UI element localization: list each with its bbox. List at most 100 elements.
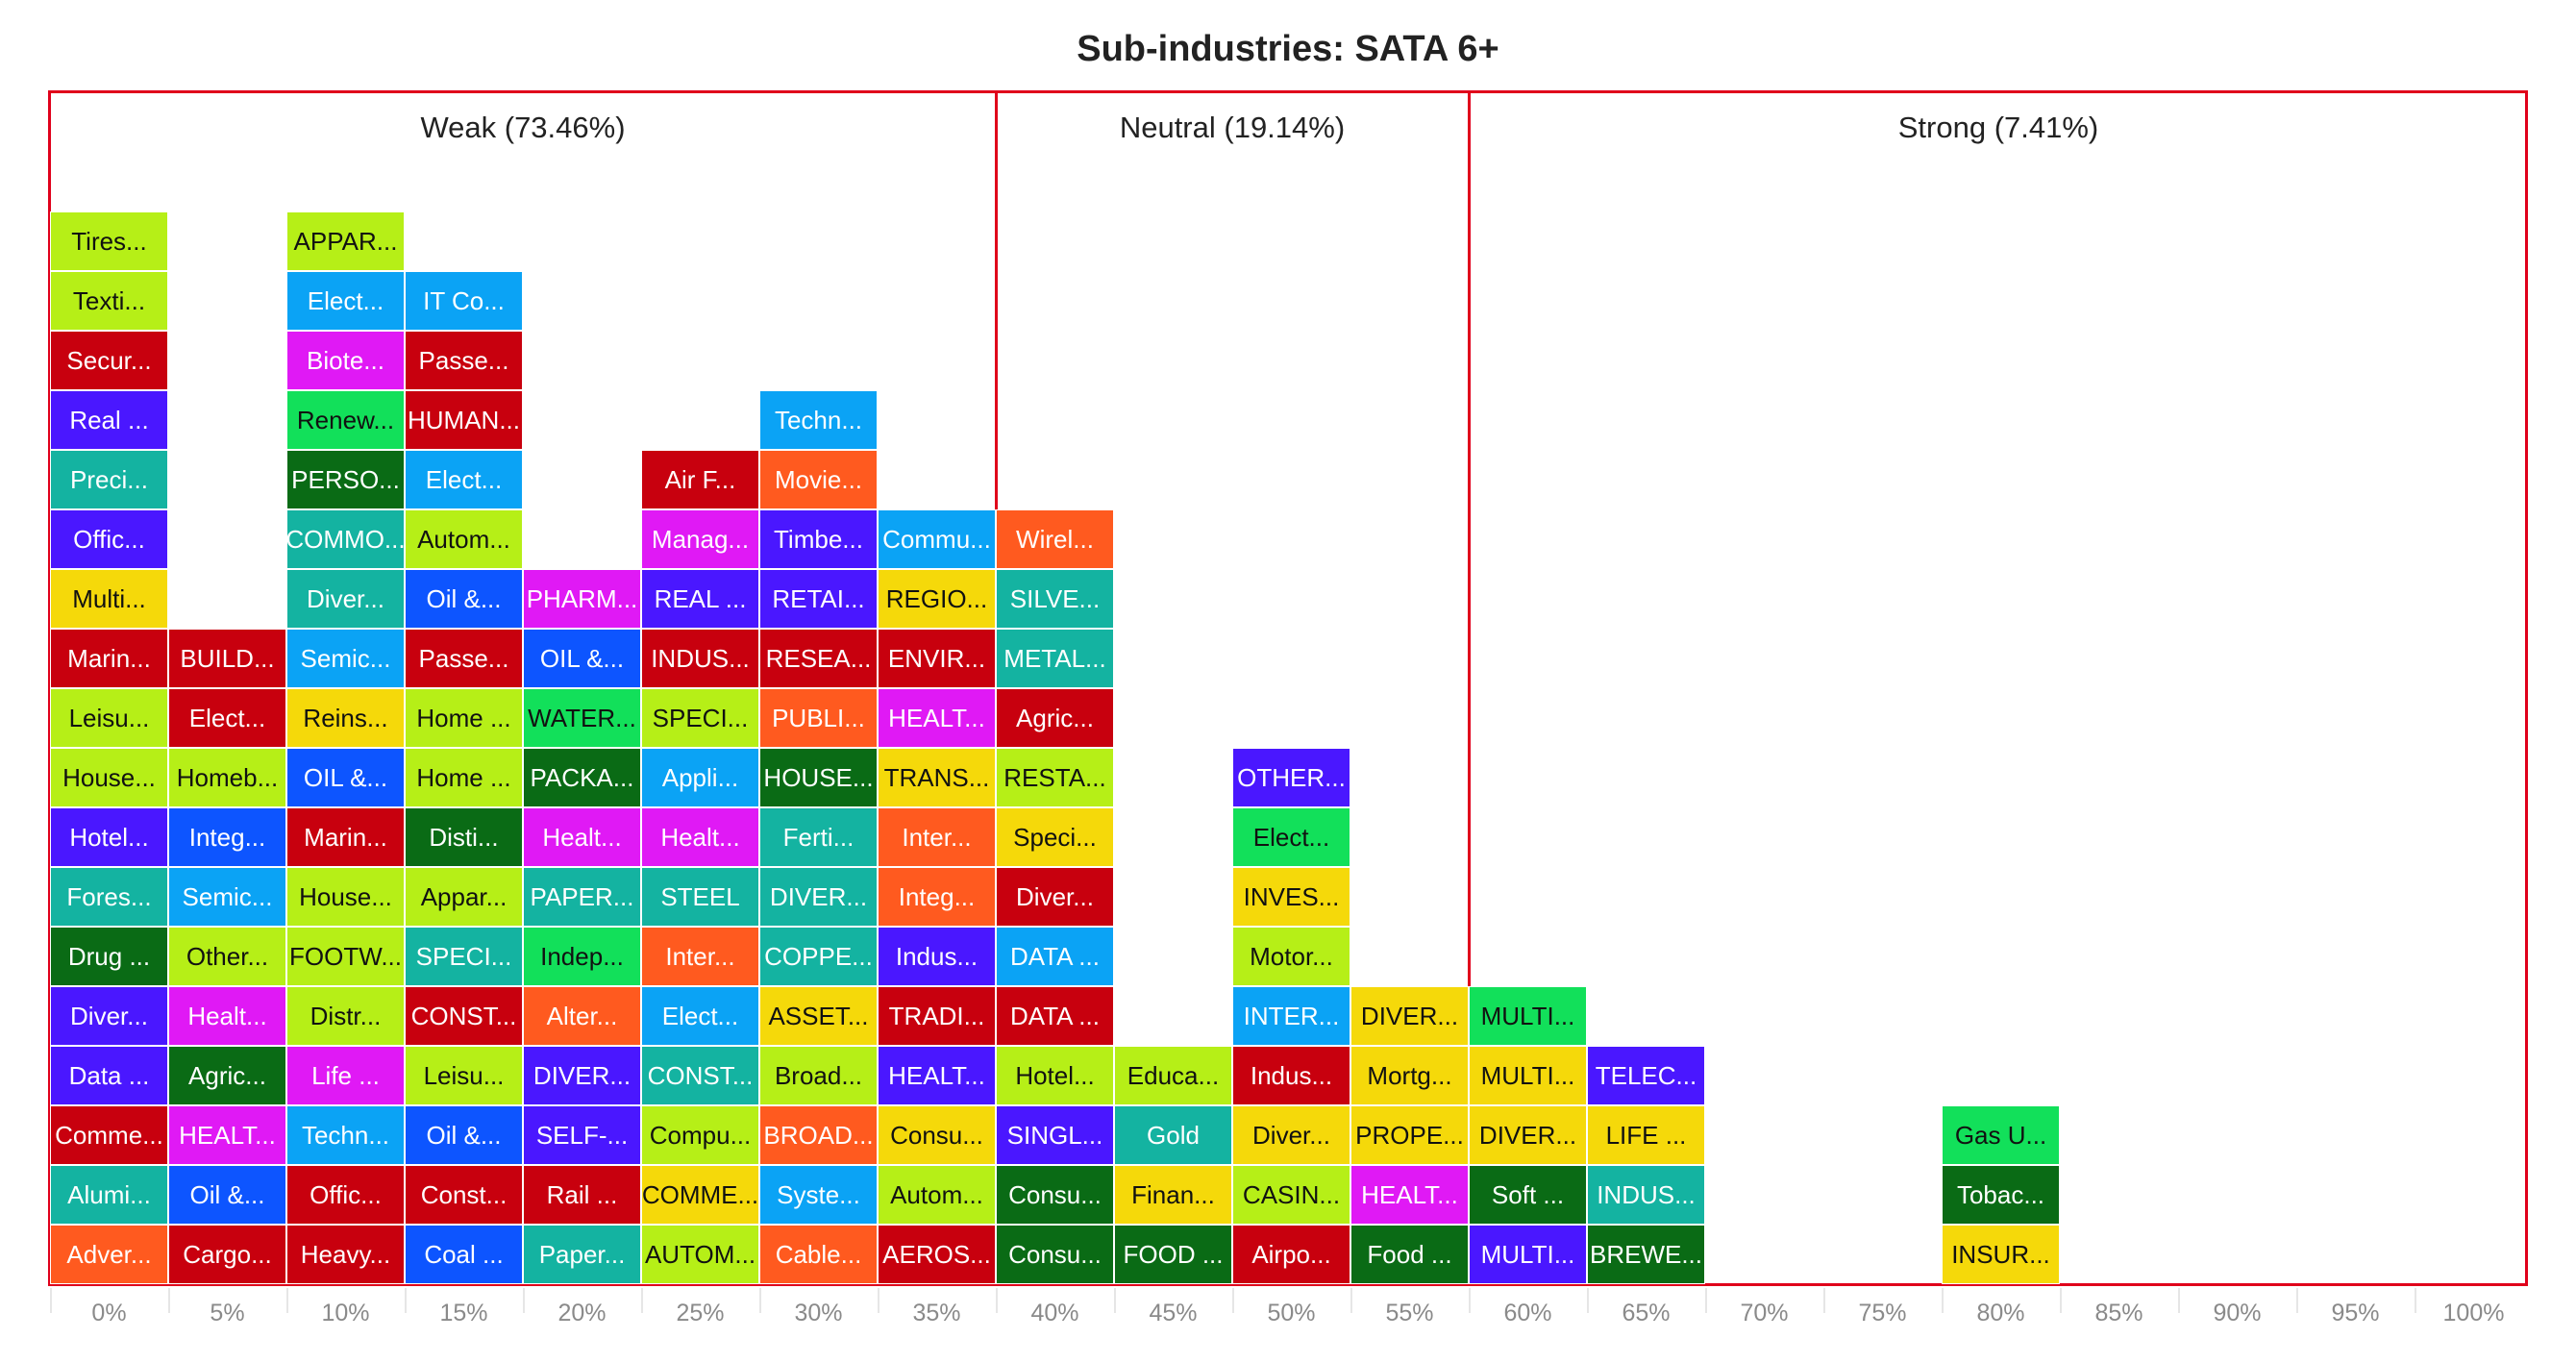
sub-industry-cell[interactable]: DATA ...	[996, 927, 1114, 986]
sub-industry-cell[interactable]: HEALT...	[878, 688, 996, 748]
sub-industry-cell[interactable]: Elect...	[641, 986, 759, 1046]
sub-industry-cell[interactable]: MULTI...	[1469, 1225, 1587, 1284]
sub-industry-cell[interactable]: TELEC...	[1587, 1046, 1705, 1105]
sub-industry-cell[interactable]: PHARM...	[523, 569, 641, 629]
sub-industry-cell[interactable]: Air F...	[641, 450, 759, 509]
sub-industry-cell[interactable]: Food ...	[1350, 1225, 1469, 1284]
sub-industry-cell[interactable]: Commu...	[878, 509, 996, 569]
sub-industry-cell[interactable]: HOUSE...	[759, 748, 878, 807]
sub-industry-cell[interactable]: Gold	[1114, 1105, 1232, 1165]
sub-industry-cell[interactable]: Multi...	[50, 569, 168, 629]
sub-industry-cell[interactable]: Other...	[168, 927, 286, 986]
sub-industry-cell[interactable]: Airpo...	[1232, 1225, 1350, 1284]
sub-industry-cell[interactable]: Finan...	[1114, 1165, 1232, 1225]
sub-industry-cell[interactable]: MULTI...	[1469, 1046, 1587, 1105]
sub-industry-cell[interactable]: Techn...	[759, 390, 878, 450]
sub-industry-cell[interactable]: PACKA...	[523, 748, 641, 807]
sub-industry-cell[interactable]: Home ...	[405, 688, 523, 748]
sub-industry-cell[interactable]: Compu...	[641, 1105, 759, 1165]
sub-industry-cell[interactable]: Movie...	[759, 450, 878, 509]
sub-industry-cell[interactable]: PAPER...	[523, 867, 641, 927]
sub-industry-cell[interactable]: HEALT...	[168, 1105, 286, 1165]
sub-industry-cell[interactable]: Speci...	[996, 807, 1114, 867]
sub-industry-cell[interactable]: Indus...	[878, 927, 996, 986]
sub-industry-cell[interactable]: REAL ...	[641, 569, 759, 629]
sub-industry-cell[interactable]: IT Co...	[405, 271, 523, 331]
sub-industry-cell[interactable]: DIVER...	[759, 867, 878, 927]
sub-industry-cell[interactable]: Fores...	[50, 867, 168, 927]
sub-industry-cell[interactable]: Heavy...	[286, 1225, 405, 1284]
sub-industry-cell[interactable]: SPECI...	[641, 688, 759, 748]
sub-industry-cell[interactable]: INTER...	[1232, 986, 1350, 1046]
sub-industry-cell[interactable]: Real ...	[50, 390, 168, 450]
sub-industry-cell[interactable]: ASSET...	[759, 986, 878, 1046]
sub-industry-cell[interactable]: Timbe...	[759, 509, 878, 569]
sub-industry-cell[interactable]: PUBLI...	[759, 688, 878, 748]
sub-industry-cell[interactable]: COMMO...	[286, 509, 405, 569]
sub-industry-cell[interactable]: REGIO...	[878, 569, 996, 629]
sub-industry-cell[interactable]: Passe...	[405, 331, 523, 390]
sub-industry-cell[interactable]: RESEA...	[759, 629, 878, 688]
sub-industry-cell[interactable]: Consu...	[878, 1105, 996, 1165]
sub-industry-cell[interactable]: SELF-...	[523, 1105, 641, 1165]
sub-industry-cell[interactable]: Integ...	[168, 807, 286, 867]
sub-industry-cell[interactable]: WATER...	[523, 688, 641, 748]
sub-industry-cell[interactable]: INVES...	[1232, 867, 1350, 927]
sub-industry-cell[interactable]: Comme...	[50, 1105, 168, 1165]
sub-industry-cell[interactable]: Life ...	[286, 1046, 405, 1105]
sub-industry-cell[interactable]: Indus...	[1232, 1046, 1350, 1105]
sub-industry-cell[interactable]: Educa...	[1114, 1046, 1232, 1105]
sub-industry-cell[interactable]: Preci...	[50, 450, 168, 509]
sub-industry-cell[interactable]: Tires...	[50, 211, 168, 271]
sub-industry-cell[interactable]: Agric...	[168, 1046, 286, 1105]
sub-industry-cell[interactable]: Biote...	[286, 331, 405, 390]
sub-industry-cell[interactable]: Passe...	[405, 629, 523, 688]
sub-industry-cell[interactable]: Reins...	[286, 688, 405, 748]
sub-industry-cell[interactable]: AEROS...	[878, 1225, 996, 1284]
sub-industry-cell[interactable]: AUTOM...	[641, 1225, 759, 1284]
sub-industry-cell[interactable]: Techn...	[286, 1105, 405, 1165]
sub-industry-cell[interactable]: LIFE ...	[1587, 1105, 1705, 1165]
sub-industry-cell[interactable]: Hotel...	[996, 1046, 1114, 1105]
sub-industry-cell[interactable]: Secur...	[50, 331, 168, 390]
sub-industry-cell[interactable]: Texti...	[50, 271, 168, 331]
sub-industry-cell[interactable]: Renew...	[286, 390, 405, 450]
sub-industry-cell[interactable]: Cable...	[759, 1225, 878, 1284]
sub-industry-cell[interactable]: Hotel...	[50, 807, 168, 867]
sub-industry-cell[interactable]: Autom...	[405, 509, 523, 569]
sub-industry-cell[interactable]: INDUS...	[641, 629, 759, 688]
sub-industry-cell[interactable]: Consu...	[996, 1165, 1114, 1225]
sub-industry-cell[interactable]: Healt...	[168, 986, 286, 1046]
sub-industry-cell[interactable]: COPPE...	[759, 927, 878, 986]
sub-industry-cell[interactable]: Mortg...	[1350, 1046, 1469, 1105]
sub-industry-cell[interactable]: SILVE...	[996, 569, 1114, 629]
sub-industry-cell[interactable]: DIVER...	[523, 1046, 641, 1105]
sub-industry-cell[interactable]: TRANS...	[878, 748, 996, 807]
sub-industry-cell[interactable]: DATA ...	[996, 986, 1114, 1046]
sub-industry-cell[interactable]: Semic...	[286, 629, 405, 688]
sub-industry-cell[interactable]: HEALT...	[878, 1046, 996, 1105]
sub-industry-cell[interactable]: Inter...	[878, 807, 996, 867]
sub-industry-cell[interactable]: COMME...	[641, 1165, 759, 1225]
sub-industry-cell[interactable]: Rail ...	[523, 1165, 641, 1225]
sub-industry-cell[interactable]: Diver...	[50, 986, 168, 1046]
sub-industry-cell[interactable]: Paper...	[523, 1225, 641, 1284]
sub-industry-cell[interactable]: MULTI...	[1469, 986, 1587, 1046]
sub-industry-cell[interactable]: Data ...	[50, 1046, 168, 1105]
sub-industry-cell[interactable]: Elect...	[286, 271, 405, 331]
sub-industry-cell[interactable]: SINGL...	[996, 1105, 1114, 1165]
sub-industry-cell[interactable]: Tobac...	[1942, 1165, 2060, 1225]
sub-industry-cell[interactable]: Oil &...	[405, 1105, 523, 1165]
sub-industry-cell[interactable]: Distr...	[286, 986, 405, 1046]
sub-industry-cell[interactable]: CONST...	[641, 1046, 759, 1105]
sub-industry-cell[interactable]: Disti...	[405, 807, 523, 867]
sub-industry-cell[interactable]: BUILD...	[168, 629, 286, 688]
sub-industry-cell[interactable]: Diver...	[1232, 1105, 1350, 1165]
sub-industry-cell[interactable]: Home ...	[405, 748, 523, 807]
sub-industry-cell[interactable]: Semic...	[168, 867, 286, 927]
sub-industry-cell[interactable]: BREWE...	[1587, 1225, 1705, 1284]
sub-industry-cell[interactable]: METAL...	[996, 629, 1114, 688]
sub-industry-cell[interactable]: Diver...	[286, 569, 405, 629]
sub-industry-cell[interactable]: Manag...	[641, 509, 759, 569]
sub-industry-cell[interactable]: Homeb...	[168, 748, 286, 807]
